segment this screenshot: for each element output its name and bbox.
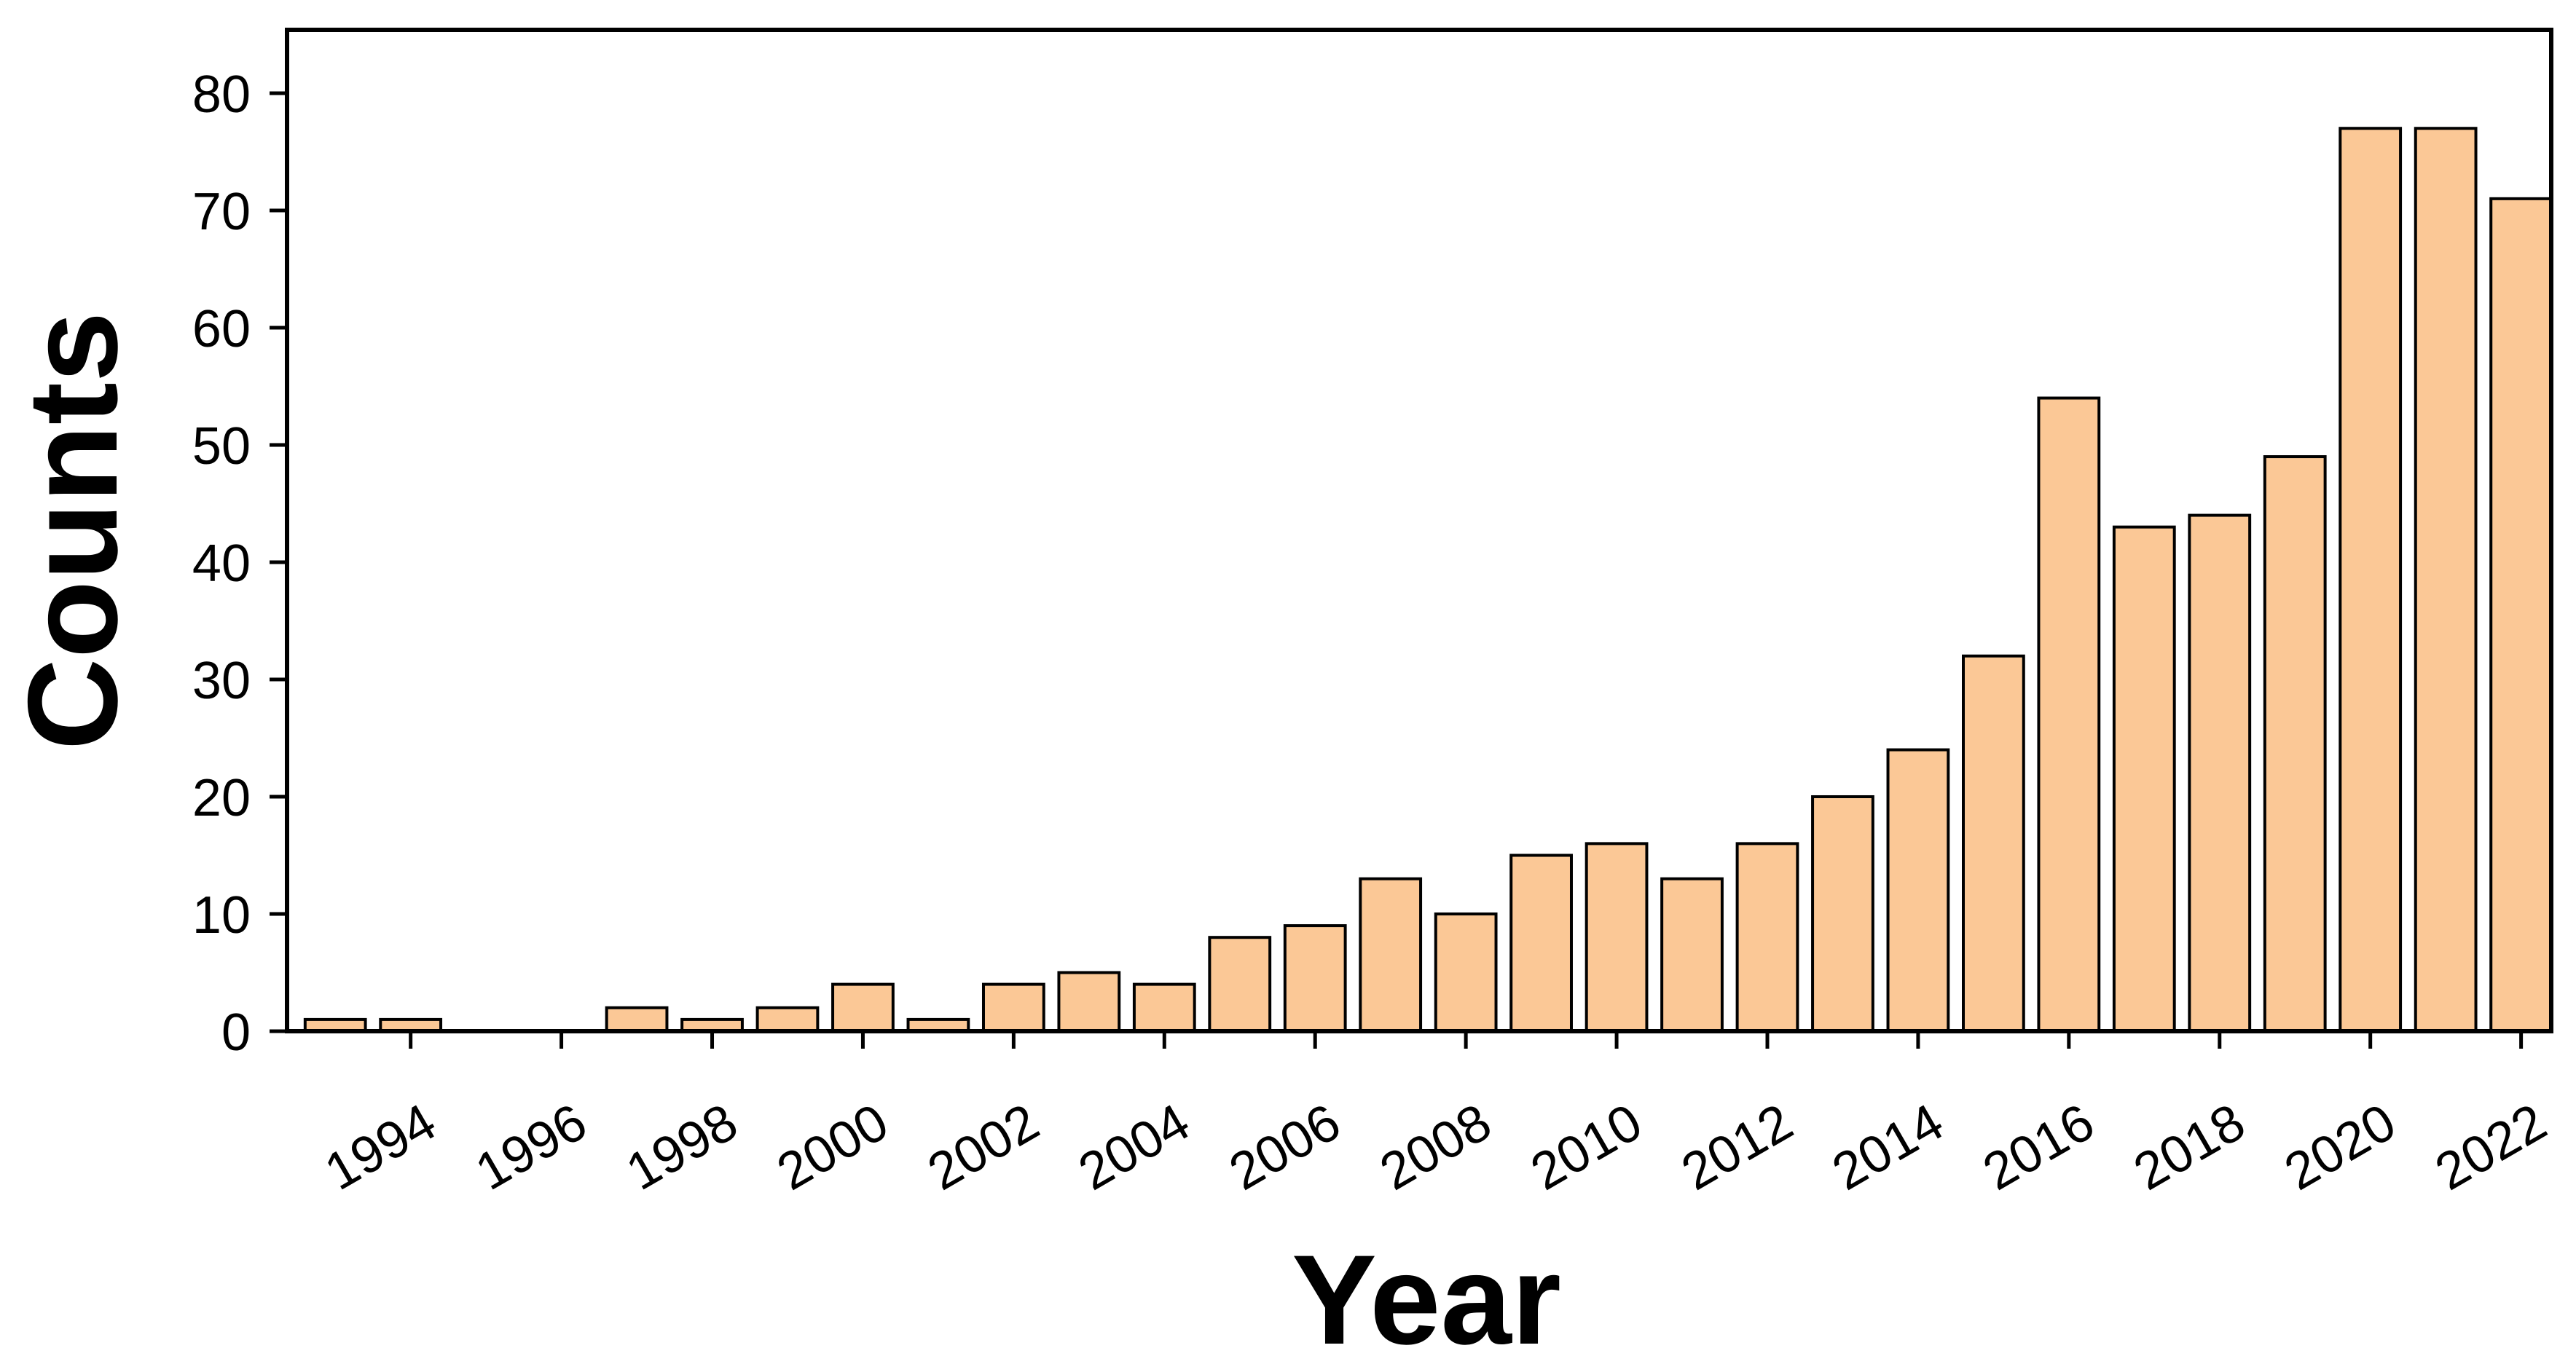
y-axis-title: Counts [2, 312, 144, 751]
bar [981, 982, 1045, 1033]
bar [2489, 197, 2553, 1033]
bar [1359, 877, 1423, 1033]
bar [2112, 525, 2176, 1033]
y-tick-label: 70 [192, 183, 251, 241]
x-tick-label: 2008 [1370, 1093, 1501, 1202]
bar [1132, 982, 1196, 1033]
x-tick-label: 2014 [1823, 1093, 1953, 1202]
bar [1585, 842, 1649, 1033]
bar [831, 982, 895, 1033]
bar [1509, 854, 1573, 1033]
bar [1735, 842, 1799, 1033]
y-tick-label: 80 [192, 66, 251, 124]
x-tick-label: 2016 [1974, 1093, 2104, 1202]
bar [2263, 455, 2327, 1033]
x-tick-label: 2020 [2275, 1093, 2406, 1202]
bar [1057, 971, 1121, 1033]
x-tick-label: 1996 [466, 1093, 597, 1202]
x-tick-label: 2018 [2124, 1093, 2255, 1202]
bar [1283, 924, 1347, 1033]
y-tick-label: 60 [192, 300, 251, 358]
y-tick-label: 0 [221, 1004, 251, 1062]
bar [2414, 127, 2478, 1033]
x-tick-label: 2010 [1521, 1093, 1652, 1202]
bar [2339, 127, 2403, 1033]
y-tick-label: 30 [192, 652, 251, 710]
bar [1961, 654, 2025, 1033]
bar [2037, 396, 2101, 1033]
x-tick-label: 2022 [2426, 1093, 2556, 1202]
bar [605, 1006, 669, 1033]
bar [1886, 748, 1950, 1033]
x-tick-label: 2012 [1672, 1093, 1802, 1202]
y-tick-label: 50 [192, 417, 251, 476]
y-tick-label: 40 [192, 535, 251, 593]
x-tick-label: 2000 [768, 1093, 898, 1202]
x-tick-label: 1998 [617, 1093, 747, 1202]
y-tick-label: 10 [192, 886, 251, 945]
bar [1434, 912, 1498, 1033]
bar [2188, 513, 2252, 1033]
bar [1660, 877, 1724, 1033]
bar [1811, 795, 1874, 1033]
x-tick-label: 1994 [315, 1093, 446, 1202]
x-tick-label: 2004 [1069, 1093, 1200, 1202]
y-tick-label: 20 [192, 769, 251, 827]
x-axis-title: Year [1292, 1229, 1561, 1356]
plot-frame [285, 28, 2553, 1033]
bar [1208, 936, 1272, 1033]
x-tick-label: 2006 [1220, 1093, 1351, 1202]
bar [755, 1006, 820, 1033]
x-tick-label: 2002 [919, 1093, 1049, 1202]
